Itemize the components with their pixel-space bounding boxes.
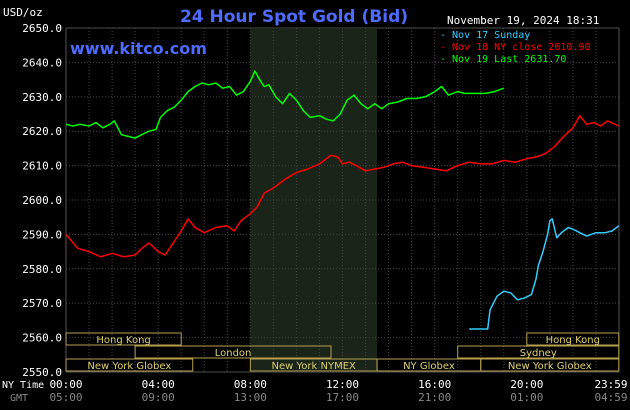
session-label: NY Globex [403,361,455,372]
session-box [65,332,182,346]
session-label: Hong Kong [96,335,150,346]
shaded-region [250,28,378,372]
y-tick-label: 2600.0 [22,194,62,207]
x-tick-label-ny: 23:59 [594,378,627,391]
legend-item: - Nov 19 Last 2631.70 [440,54,566,65]
session-box [65,358,194,372]
y-tick-label: 2650.0 [22,22,62,35]
session-box [480,358,620,372]
x-tick-label-gmt: 09:00 [142,391,175,404]
session-label: New York Globex [87,361,171,372]
gmt-label: GMT [10,393,28,404]
legend: - Nov 17 Sunday- Nov 18 NY close 2610.90… [440,30,591,65]
x-tick-label-ny: 08:00 [234,378,267,391]
legend-item: - Nov 18 NY close 2610.90 [440,42,591,53]
y-tick-label: 2640.0 [22,56,62,69]
x-tick-label-ny: 00:00 [49,378,82,391]
series-line [65,70,505,139]
x-tick-label-gmt: 04:59 [594,391,627,404]
x-tick-label-ny: 20:00 [510,378,543,391]
units-label: USD/oz [3,6,43,19]
session-box [526,332,620,346]
y-tick-label: 2550.0 [22,366,62,379]
y-tick-label: 2620.0 [22,125,62,138]
x-axis-tick-labels: 00:00 04:00 08:00 12:00 16:00 20:00 23:59 05:00… [49,378,627,404]
chart-title: 24 Hour Spot Gold (Bid) [180,7,408,27]
x-tick-label-gmt: 13:00 [234,391,267,404]
x-tick-label-gmt: 21:00 [418,391,451,404]
watermark: www.kitco.com [70,39,207,58]
y-tick-label: 2560.0 [22,332,62,345]
x-tick-label-ny: 04:00 [142,378,175,391]
legend-item: - Nov 17 Sunday [440,30,530,41]
session-label: Sydney [520,348,557,359]
session-label: Hong Kong [546,335,600,346]
x-tick-label-gmt: 17:00 [326,391,359,404]
session-label: New York Globex [508,361,592,372]
y-tick-label: 2580.0 [22,263,62,276]
x-tick-label-ny: 12:00 [326,378,359,391]
session-box [457,345,620,359]
ny-time-label: NY Time [2,380,44,391]
x-tick-label-gmt: 01:00 [510,391,543,404]
grid-lines [66,27,619,373]
session-label: London [215,348,252,359]
y-tick-label: 2610.0 [22,160,62,173]
series-line [65,114,620,258]
series-lines [65,70,620,330]
timestamp: November 19, 2024 18:31 [447,14,599,27]
series-line [469,218,620,330]
y-tick-label: 2630.0 [22,91,62,104]
y-tick-label: 2590.0 [22,228,62,241]
x-tick-label-gmt: 05:00 [49,391,82,404]
session-label: New York NYMEX [272,361,357,372]
y-tick-label: 2570.0 [22,297,62,310]
session-box [134,345,332,359]
x-tick-label-ny: 16:00 [418,378,451,391]
market-sessions: Hong Kong Hong Kong London Sydney New York G… [65,332,620,372]
y-axis-tick-labels: 2550.0 2560.0 2570.0 2580.0 2590.0 2600.0 2610… [22,22,62,379]
